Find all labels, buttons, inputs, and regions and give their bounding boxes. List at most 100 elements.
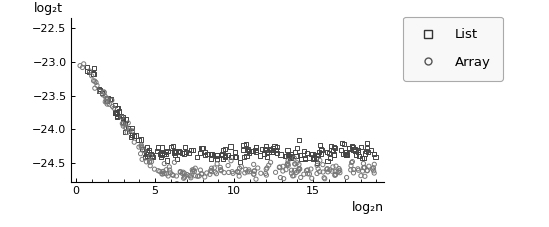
Point: [300, 157, 309, 161]
Point: [294, 169, 302, 173]
Point: [130, 140, 138, 144]
Point: [201, 150, 210, 153]
Point: [98, 93, 107, 97]
Point: [360, 166, 368, 169]
Point: [249, 149, 257, 153]
Point: [181, 145, 189, 149]
Point: [308, 153, 317, 156]
Point: [99, 90, 108, 94]
Point: [200, 175, 209, 179]
Point: [113, 115, 121, 119]
Point: [162, 153, 171, 156]
Point: [219, 158, 227, 161]
Point: [290, 156, 299, 160]
Point: [134, 138, 143, 142]
Point: [107, 97, 115, 101]
Point: [285, 155, 294, 158]
Point: [364, 150, 373, 154]
Point: [295, 153, 304, 157]
Point: [178, 172, 187, 175]
Point: [239, 148, 248, 152]
Point: [127, 133, 136, 136]
Point: [233, 170, 242, 173]
Point: [323, 159, 332, 163]
Point: [92, 81, 100, 84]
Point: [281, 155, 289, 158]
Point: [131, 134, 140, 137]
Point: [96, 89, 104, 92]
Point: [348, 145, 357, 149]
Point: [172, 182, 181, 185]
Point: [180, 176, 188, 180]
Point: [170, 149, 178, 153]
Point: [177, 151, 186, 155]
Point: [212, 157, 221, 160]
Point: [295, 167, 304, 171]
Point: [327, 144, 335, 148]
Point: [329, 148, 338, 152]
Point: [118, 120, 127, 124]
Point: [89, 79, 98, 83]
Point: [330, 173, 339, 177]
Point: [323, 170, 332, 174]
Point: [137, 138, 146, 141]
Point: [302, 151, 311, 154]
Point: [91, 79, 99, 83]
Point: [180, 152, 188, 155]
Point: [120, 121, 129, 125]
Point: [317, 152, 326, 155]
Point: [176, 170, 185, 174]
Point: [266, 148, 275, 152]
Point: [157, 151, 166, 155]
Point: [316, 159, 324, 162]
Point: [169, 144, 177, 148]
Point: [293, 161, 301, 165]
Point: [78, 66, 87, 69]
Point: [276, 176, 285, 179]
Point: [272, 151, 281, 155]
Point: [208, 152, 216, 156]
Point: [224, 153, 233, 157]
Point: [349, 168, 358, 171]
Point: [370, 163, 379, 166]
Point: [296, 176, 305, 179]
Point: [196, 168, 205, 172]
Point: [211, 170, 220, 174]
Point: [227, 155, 236, 159]
Point: [243, 148, 251, 152]
Point: [87, 74, 96, 78]
Point: [123, 131, 132, 134]
Point: [251, 177, 260, 181]
Point: [118, 115, 127, 119]
Point: [217, 169, 226, 173]
Point: [231, 151, 239, 154]
Point: [79, 62, 88, 66]
Point: [327, 148, 336, 152]
Point: [159, 152, 168, 156]
Point: [348, 144, 357, 148]
Point: [127, 129, 136, 133]
Point: [250, 169, 259, 173]
Point: [137, 143, 145, 147]
Point: [361, 152, 369, 155]
Point: [240, 171, 249, 175]
Point: [262, 173, 271, 177]
Point: [283, 148, 292, 152]
Point: [255, 154, 264, 157]
Point: [316, 143, 324, 147]
Point: [317, 148, 326, 152]
Point: [164, 174, 172, 178]
Point: [314, 153, 323, 157]
Point: [289, 174, 298, 178]
Point: [162, 172, 171, 176]
Point: [283, 162, 292, 166]
Point: [311, 156, 320, 160]
Point: [309, 158, 318, 161]
Point: [85, 69, 94, 73]
Point: [137, 147, 146, 151]
Point: [106, 97, 115, 101]
Point: [187, 148, 195, 152]
Point: [279, 177, 288, 180]
Point: [361, 175, 369, 178]
Point: [148, 154, 156, 157]
